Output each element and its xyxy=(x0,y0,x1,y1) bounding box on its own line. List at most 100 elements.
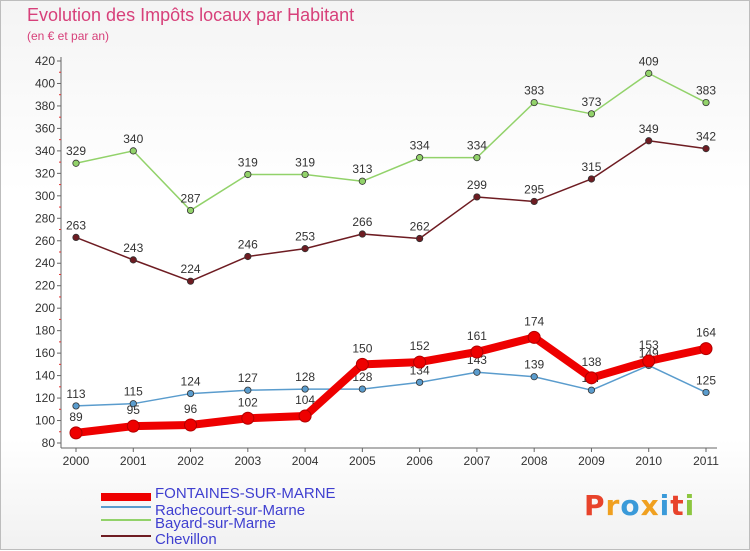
data-point xyxy=(244,386,252,394)
chart-title: Evolution des Impôts locaux par Habitant xyxy=(27,5,355,25)
x-tick-label: 2003 xyxy=(234,454,261,468)
data-label: 134 xyxy=(410,363,430,377)
data-point xyxy=(298,409,312,423)
data-label: 246 xyxy=(238,237,258,251)
data-label: 164 xyxy=(696,326,716,340)
data-point xyxy=(416,154,424,162)
logo-letter: i xyxy=(659,489,671,522)
y-tick-label: 260 xyxy=(35,234,55,248)
logo-letter: P xyxy=(584,489,606,522)
data-point xyxy=(473,193,481,201)
data-label: 329 xyxy=(66,144,86,158)
legend-swatch xyxy=(101,535,151,537)
data-point xyxy=(355,357,369,371)
x-tick-label: 2000 xyxy=(63,454,90,468)
y-tick-label: 180 xyxy=(35,324,55,338)
x-tick-label: 2004 xyxy=(292,454,319,468)
data-point xyxy=(126,419,140,433)
data-label: 128 xyxy=(295,370,315,384)
data-label: 125 xyxy=(696,373,716,387)
y-tick-label: 240 xyxy=(35,256,55,270)
data-point xyxy=(358,230,366,238)
data-label: 150 xyxy=(352,341,372,355)
data-point xyxy=(587,386,596,394)
legend-label: Rachecourt-sur-Marne xyxy=(155,502,306,519)
data-point xyxy=(129,256,137,264)
data-label: 161 xyxy=(467,329,487,343)
data-label: 287 xyxy=(181,191,201,205)
data-label: 383 xyxy=(696,84,716,98)
data-label: 340 xyxy=(123,132,143,146)
legend-swatch xyxy=(101,519,151,521)
data-point xyxy=(530,197,538,206)
legend-label: FONTAINES-SUR-MARNE xyxy=(155,485,336,502)
data-point xyxy=(301,245,309,253)
data-point xyxy=(527,330,541,344)
data-label: 152 xyxy=(410,339,430,353)
data-point xyxy=(645,137,653,145)
x-tick-label: 2006 xyxy=(406,454,433,468)
data-point xyxy=(702,98,710,107)
data-label: 313 xyxy=(352,162,372,176)
x-tick-label: 2008 xyxy=(521,454,548,468)
data-label: 96 xyxy=(184,402,198,416)
data-point xyxy=(358,177,366,185)
data-point xyxy=(473,154,481,162)
data-label: 342 xyxy=(696,130,716,144)
data-point xyxy=(72,233,80,241)
data-label: 224 xyxy=(181,262,201,276)
x-tick-label: 2001 xyxy=(120,454,147,468)
y-tick-label: 320 xyxy=(35,166,55,180)
x-tick-label: 2002 xyxy=(177,454,204,468)
series-line xyxy=(75,72,707,212)
data-point xyxy=(413,355,427,369)
data-label: 102 xyxy=(238,395,258,409)
logo-letter: t xyxy=(670,489,685,522)
x-tick-label: 2007 xyxy=(464,454,491,468)
data-label: 334 xyxy=(467,139,487,153)
data-label: 383 xyxy=(524,84,544,98)
data-point xyxy=(530,373,538,381)
proxiti-logo: Proxiti xyxy=(584,489,695,522)
data-label: 266 xyxy=(352,215,372,229)
y-tick-label: 420 xyxy=(35,54,55,68)
data-point xyxy=(186,277,195,285)
y-tick-label: 220 xyxy=(35,279,55,293)
logo-letter: r xyxy=(605,489,621,522)
x-tick-label: 2011 xyxy=(693,454,719,468)
data-label: 104 xyxy=(295,393,315,407)
legend-swatch xyxy=(101,493,151,501)
data-label: 115 xyxy=(124,385,143,399)
data-point xyxy=(702,388,710,397)
y-tick-label: 400 xyxy=(35,76,55,90)
data-point xyxy=(184,418,198,432)
data-label: 334 xyxy=(410,139,430,153)
data-label: 373 xyxy=(581,95,601,109)
data-point xyxy=(69,426,83,440)
y-tick-label: 280 xyxy=(35,211,55,225)
data-point xyxy=(587,110,596,118)
data-label: 409 xyxy=(639,54,659,68)
data-label: 243 xyxy=(123,241,143,255)
data-label: 95 xyxy=(127,403,141,417)
y-tick-label: 120 xyxy=(35,391,55,405)
data-point xyxy=(129,400,137,408)
x-tick-label: 2009 xyxy=(578,454,605,468)
legend-label: Bayard-sur-Marne xyxy=(155,515,276,532)
data-label: 127 xyxy=(238,371,258,385)
legend-label: Chevillon xyxy=(155,531,217,548)
data-label: 139 xyxy=(524,358,544,372)
data-point xyxy=(129,147,137,155)
data-point xyxy=(244,170,252,179)
data-label: 124 xyxy=(181,375,201,389)
x-tick-label: 2005 xyxy=(349,454,376,468)
y-tick-label: 80 xyxy=(42,436,56,450)
data-point xyxy=(699,342,713,356)
data-label: 174 xyxy=(524,314,544,328)
data-point xyxy=(645,69,653,77)
data-label: 138 xyxy=(581,355,601,369)
data-label: 262 xyxy=(410,220,430,234)
data-label: 295 xyxy=(524,182,544,196)
y-tick-label: 100 xyxy=(35,414,55,428)
